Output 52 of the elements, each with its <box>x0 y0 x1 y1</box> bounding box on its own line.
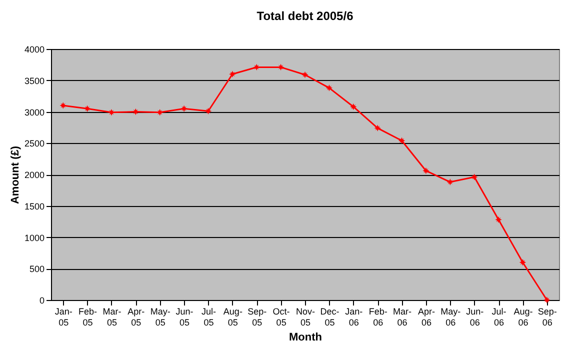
y-tick-label: 500 <box>29 264 44 274</box>
point <box>422 167 430 174</box>
point <box>108 109 115 116</box>
y-axis-title: Amount (£) <box>9 146 22 204</box>
x-axis-title: Month <box>289 332 322 344</box>
x-tick-label: Mar-05 <box>102 306 122 328</box>
x-tick-label: Apr-05 <box>128 306 145 328</box>
point <box>253 64 260 71</box>
x-tick-label: Nov-05 <box>296 306 316 328</box>
y-tick-label: 3000 <box>24 107 44 118</box>
y-tick-label: 1000 <box>24 232 44 243</box>
y-tick-label: 1500 <box>24 201 44 212</box>
y-tick-label: 2000 <box>24 170 44 180</box>
x-tick-label: Aug-05 <box>223 306 242 328</box>
x-tick-label: Jan-06 <box>345 306 363 328</box>
point <box>544 296 550 304</box>
point <box>60 102 66 109</box>
x-tick-label: Sep-06 <box>538 306 557 328</box>
x-tick-label: Mar-06 <box>393 306 412 328</box>
y-tick-label: 2500 <box>24 138 44 149</box>
x-tick-label: May-05 <box>150 306 170 328</box>
x-tick-label: Jul-06 <box>492 306 506 328</box>
point <box>302 71 308 78</box>
x-tick-label: Feb-06 <box>368 306 388 328</box>
point <box>180 105 188 112</box>
point <box>156 109 164 116</box>
x-tick-label: Aug-06 <box>514 306 533 328</box>
point <box>374 124 381 132</box>
x-tick-label: Jun-05 <box>176 306 194 328</box>
point <box>326 84 333 92</box>
x-tick-label: Jun-06 <box>466 306 484 328</box>
y-tick-label: 0 <box>39 296 44 306</box>
point <box>204 108 212 114</box>
point <box>229 70 236 78</box>
chart-title: Total debt 2005/6 <box>256 9 354 23</box>
x-tick-label: Apr-06 <box>418 306 435 328</box>
point <box>84 105 91 112</box>
point <box>350 103 357 110</box>
x-tick-label: Jul-05 <box>201 306 216 328</box>
point <box>470 174 478 180</box>
x-tick-label: Oct-05 <box>272 306 290 328</box>
y-tick-label: 3500 <box>24 76 44 86</box>
x-tick-label: May-06 <box>440 306 461 328</box>
y-tick-label: 4000 <box>24 44 44 54</box>
x-tick-label: Dec-05 <box>320 306 340 328</box>
point <box>398 137 406 144</box>
point <box>519 258 526 266</box>
point <box>446 178 454 186</box>
x-tick-label: Sep-05 <box>248 306 267 328</box>
x-tick-label: Jan-05 <box>54 306 72 328</box>
x-tick-label: Feb-05 <box>78 306 98 328</box>
point <box>495 216 502 224</box>
